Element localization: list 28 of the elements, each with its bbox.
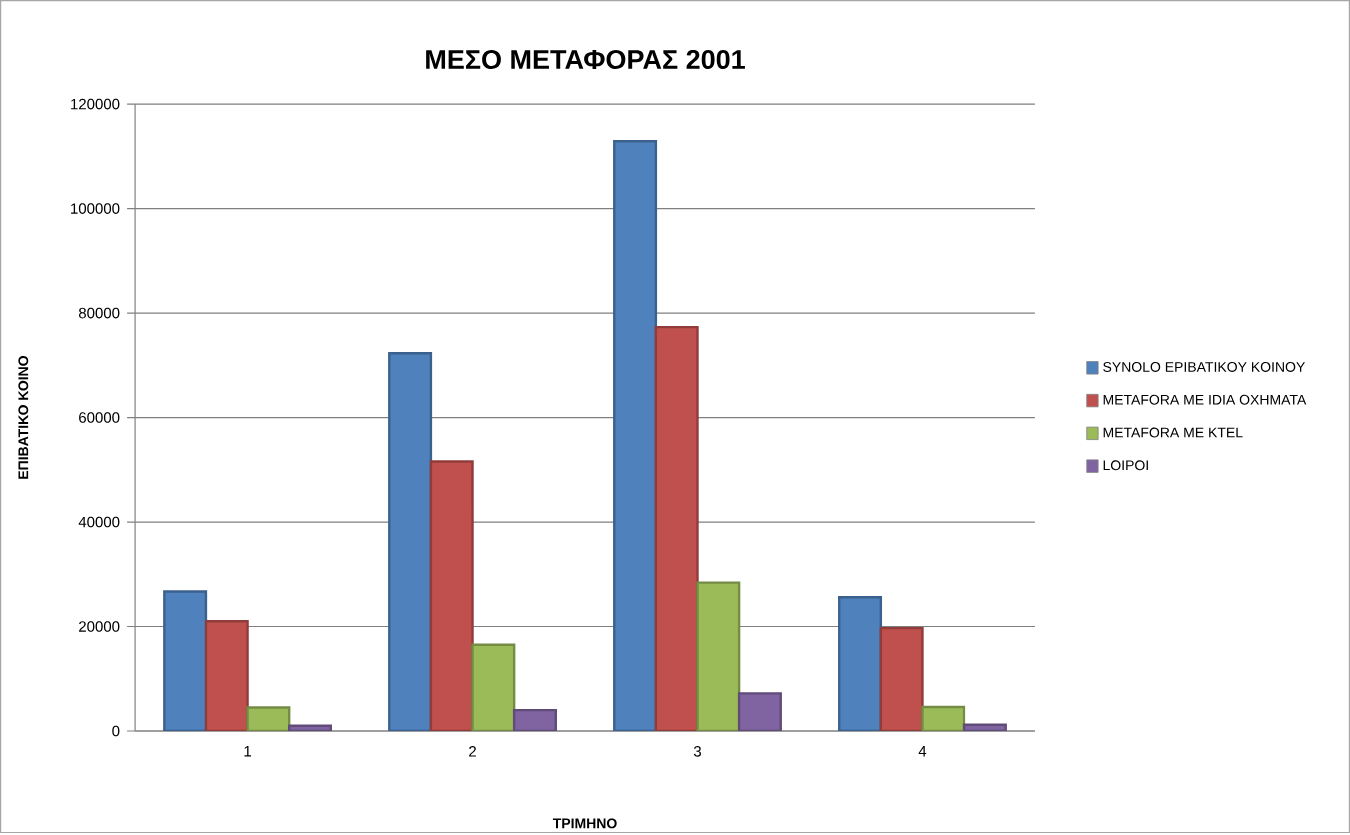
y-tick-label: 80000 (78, 307, 120, 319)
legend-label: METAFORA ME IDIA OXHMATA (1103, 394, 1307, 405)
x-tick-label: 4 (918, 746, 927, 757)
bar (429, 460, 474, 732)
legend-label: METAFORA ME KTEL (1103, 427, 1243, 438)
bar (696, 581, 741, 732)
y-axis-title: ΕΠΙΒΑΤΙΚΟ ΚΟΙΝΟ (18, 356, 29, 479)
legend-label: LOIPOI (1103, 460, 1148, 471)
y-tick-label: 60000 (79, 412, 120, 423)
x-tick-label: 3 (693, 746, 702, 757)
bar (879, 626, 924, 732)
bar (204, 620, 249, 732)
y-tick-label: 100000 (71, 203, 120, 214)
bar (613, 140, 658, 732)
x-axis-title: ΤΡΙΜΗΝΟ (552, 818, 617, 829)
x-tick-label: 2 (469, 746, 476, 757)
legend-label: SYNOLO EPIBATIKOY KOINOY (1103, 362, 1305, 372)
bar (163, 590, 208, 732)
bar (838, 596, 883, 732)
chart-title: ΜΕΣΟ ΜΕΤΑΦΟΡΑΣ 2001 (426, 49, 745, 70)
y-tick-label: 20000 (79, 621, 120, 632)
y-tick-label: 0 (112, 725, 120, 737)
y-tick-label: 120000 (71, 98, 120, 110)
x-tick-label: 1 (244, 746, 252, 757)
y-tick-label: 40000 (78, 516, 120, 528)
bar (654, 325, 699, 732)
bar (388, 352, 433, 732)
bar (471, 643, 516, 732)
